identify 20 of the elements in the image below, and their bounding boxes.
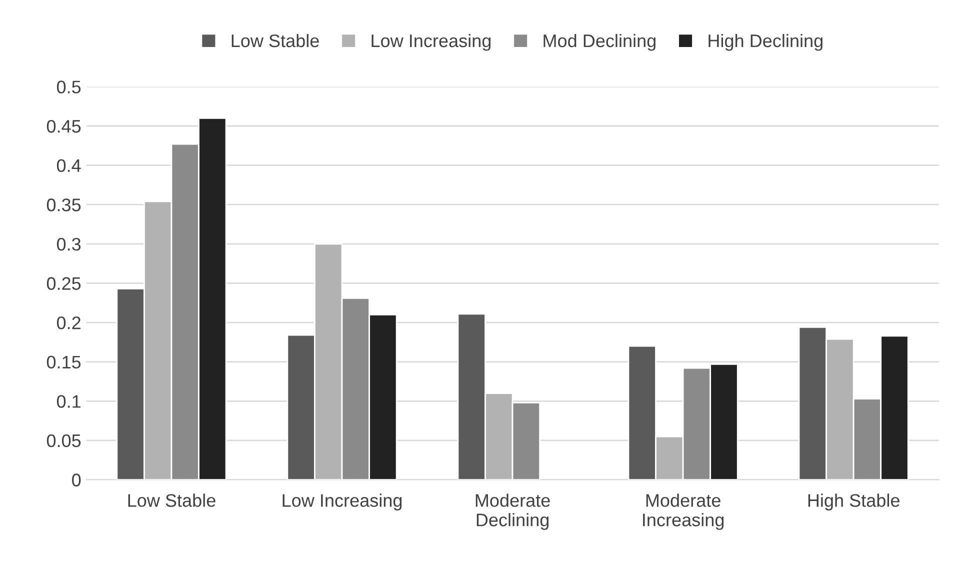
legend-label: Mod Declining — [544, 34, 656, 51]
x-tick-label: High Stable — [808, 494, 900, 510]
legend-label: Low Stable — [232, 34, 319, 48]
y-tick-label: 0.45 — [46, 120, 81, 133]
x-tick-label: Moderate Increasing — [643, 494, 724, 530]
y-tick-label: 0.35 — [46, 198, 81, 212]
x-tick-label: Low Stable — [128, 494, 216, 507]
x-tick-label: Low Increasing — [282, 494, 402, 510]
y-tick-label: 0.4 — [56, 159, 81, 172]
y-tick-label: 0.3 — [56, 238, 81, 251]
y-tick-label: 0.1 — [56, 395, 80, 408]
y-tick-label: 0 — [72, 474, 81, 486]
y-tick-label: 0.15 — [46, 356, 81, 369]
legend-label: Low Increasing — [372, 34, 491, 51]
y-tick-label: 0.05 — [46, 434, 81, 448]
x-tick-label: Moderate Declining — [476, 494, 550, 530]
y-tick-label: 0.2 — [56, 316, 80, 330]
y-tick-label: 0.5 — [56, 80, 81, 94]
y-tick-label: 0.25 — [46, 277, 81, 290]
legend-label: High Declining — [708, 34, 822, 51]
